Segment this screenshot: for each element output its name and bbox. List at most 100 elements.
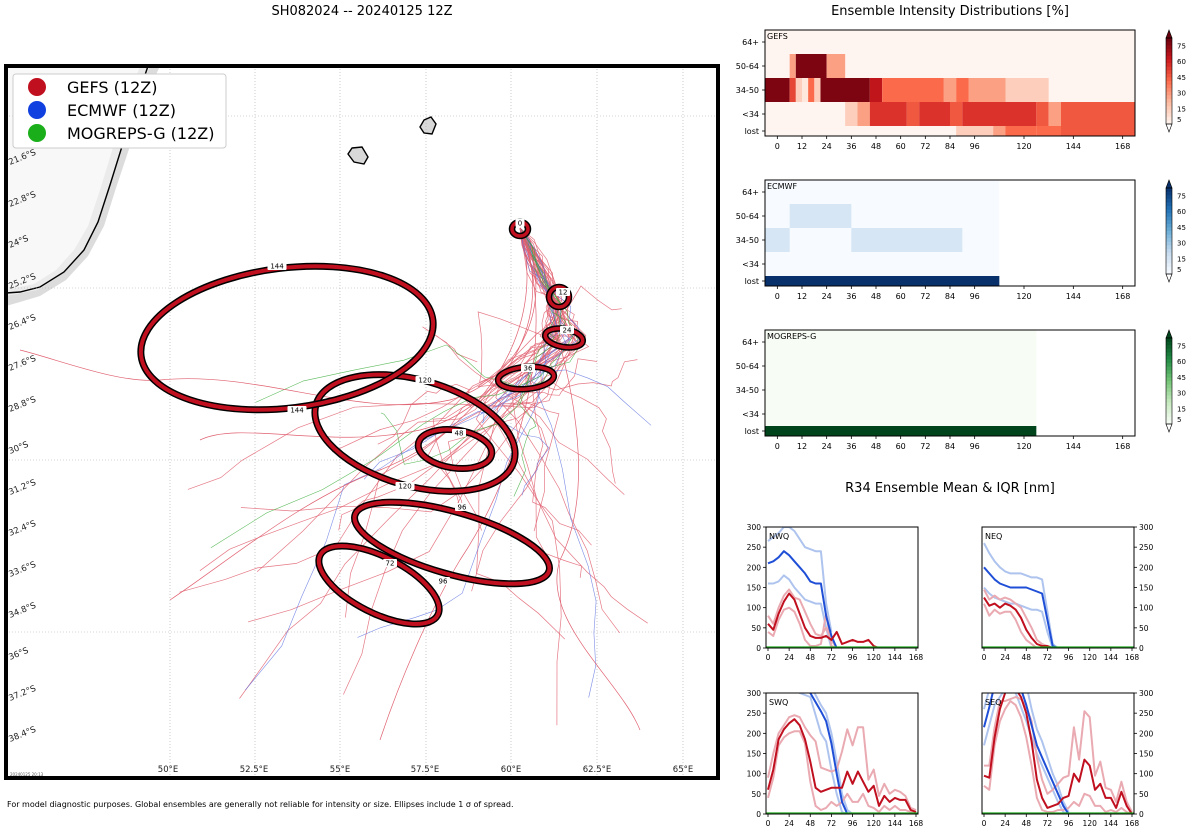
r34-x-tick-label: 48 — [1022, 819, 1032, 828]
r34-x-tick-label: 168 — [1125, 819, 1140, 828]
colorbar-tick-label: 45 — [1177, 74, 1186, 82]
heatmap-cell — [993, 126, 1006, 136]
r34-y-tick-label: 50 — [1139, 624, 1149, 633]
r34-x-tick-label: 0 — [982, 653, 987, 662]
colorbar-segment — [1166, 120, 1172, 125]
intensity-panel: GEFS 64+ 50-64 34-50 <34 lost 0 12 24 36 48 60 72 84 9… — [736, 29, 1186, 151]
colorbar-segment — [1166, 113, 1172, 118]
r34-y-tick-label: 300 — [1139, 523, 1154, 532]
heatmap-cell — [789, 204, 852, 228]
colorbar-segment — [1166, 102, 1172, 107]
latitude-label: 30°S — [7, 440, 30, 457]
heatmap-cell — [919, 102, 950, 126]
colorbar-segment — [1166, 216, 1172, 221]
r34-panel: NWQ 0 50 100 150 200 250 300 0 24 48 72 96 120 144 168 — [747, 523, 924, 662]
r34-y-tick-label: 0 — [756, 810, 761, 819]
r34-y-tick-label: 200 — [1139, 729, 1154, 738]
forecast-hour-label: 12 — [559, 289, 568, 297]
heatmap-cell — [765, 426, 1037, 436]
heatmap-cell — [808, 78, 815, 102]
intensity-x-tick-label: 72 — [920, 292, 930, 301]
colorbar-segment — [1166, 109, 1172, 114]
colorbar-segment — [1166, 106, 1172, 111]
colorbar-segment — [1166, 77, 1172, 82]
intensity-x-tick-label: 144 — [1066, 442, 1081, 451]
colorbar-segment — [1166, 266, 1172, 271]
r34-y-tick-label: 150 — [1139, 750, 1154, 759]
r34-x-tick-label: 48 — [806, 653, 816, 662]
latitude-label: 27.6°S — [7, 354, 37, 374]
panel-model-label: ECMWF — [767, 182, 797, 191]
colorbar-segment — [1166, 198, 1172, 203]
ecmwf-member-track — [357, 227, 557, 638]
colorbar-segment — [1166, 231, 1172, 236]
heatmap-cell — [765, 228, 790, 252]
colorbar-segment — [1166, 209, 1172, 214]
gefs-member-track — [199, 227, 534, 441]
r34-y-tick-label: 50 — [1139, 790, 1149, 799]
colorbar-segment — [1166, 55, 1172, 60]
spread-ellipse — [352, 500, 552, 586]
ecmwf-iqr-high-line — [767, 527, 833, 633]
latitude-label: 32.4°S — [7, 519, 37, 539]
intensity-panels: GEFS 64+ 50-64 34-50 <34 lost 0 12 24 36 48 60 72 84 9… — [736, 29, 1186, 451]
colorbar-extend-bottom — [1165, 423, 1173, 433]
forecast-hour-label: 72 — [386, 560, 395, 568]
track-map: 01224364872969612012014414421.6°S22.8°S2… — [4, 64, 720, 780]
gefs-iqr-high-line — [767, 588, 916, 648]
r34-x-tick-label: 96 — [1064, 653, 1074, 662]
latitude-label: 33.6°S — [7, 560, 37, 580]
colorbar-segment — [1166, 188, 1172, 193]
colorbar-segment — [1166, 52, 1172, 57]
r34-x-tick-label: 144 — [888, 819, 903, 828]
intensity-row-label: 50-64 — [736, 362, 759, 371]
forecast-hour-label-bg — [395, 482, 415, 490]
ecmwf-iqr-low-line — [768, 574, 833, 648]
heatmap-cell — [795, 54, 827, 78]
latitude-label: 28.8°S — [7, 395, 37, 415]
intensity-x-tick-label: 24 — [822, 442, 832, 451]
r34-y-tick-label: 250 — [747, 543, 762, 552]
r34-panel-frame — [981, 526, 1135, 649]
colorbar-segment — [1166, 95, 1172, 100]
colorbar-tick-label: 5 — [1177, 266, 1181, 274]
colorbar-segment — [1166, 227, 1172, 232]
heatmap-cell — [1036, 102, 1049, 126]
forecast-hour-label: 48 — [455, 430, 464, 438]
longitude-label: 62.5°E — [583, 765, 612, 775]
gefs-mean-line — [983, 597, 1132, 648]
colorbar-segment — [1166, 413, 1172, 418]
heatmap-cell — [869, 102, 907, 126]
legend: GEFS (12Z) ECMWF (12Z) MOGREPS-G (12Z) — [12, 73, 227, 149]
colorbar-segment — [1166, 395, 1172, 400]
r34-x-tick-label: 72 — [827, 653, 837, 662]
intensity-x-tick-label: 96 — [970, 292, 980, 301]
map-content: 01224364872969612012014414421.6°S22.8°S2… — [6, 66, 718, 778]
panel-model-label: GEFS — [767, 32, 788, 41]
forecast-hour-label: 96 — [458, 504, 467, 512]
colorbar-extend-top — [1165, 329, 1173, 339]
colorbar-segment — [1166, 88, 1172, 93]
colorbar-segment — [1166, 91, 1172, 96]
legend-box — [12, 73, 227, 149]
colorbar-segment — [1166, 348, 1172, 353]
r34-title: R34 Ensemble Mean & IQR [nm] — [845, 481, 1055, 496]
colorbar-segment — [1166, 256, 1172, 261]
r34-x-tick-label: 96 — [848, 819, 858, 828]
legend-marker — [28, 124, 46, 142]
legend-label: GEFS (12Z) — [67, 78, 157, 97]
legend-marker — [28, 101, 46, 119]
intensity-x-tick-label: 96 — [970, 142, 980, 151]
intensity-x-tick-label: 12 — [797, 142, 807, 151]
longitude-label: 50°E — [158, 765, 178, 775]
r34-x-tick-label: 144 — [888, 653, 903, 662]
ecmwf-iqr-low-line — [798, 693, 848, 814]
heatmap-cell — [962, 102, 1037, 126]
intensity-row-label: lost — [745, 127, 759, 136]
ecmwf-mean-line — [983, 566, 1132, 648]
gefs-member-track — [345, 227, 557, 618]
intensity-x-tick-label: 168 — [1115, 442, 1130, 451]
intensity-row-label: 34-50 — [736, 236, 759, 245]
colorbar-segment — [1166, 352, 1172, 357]
